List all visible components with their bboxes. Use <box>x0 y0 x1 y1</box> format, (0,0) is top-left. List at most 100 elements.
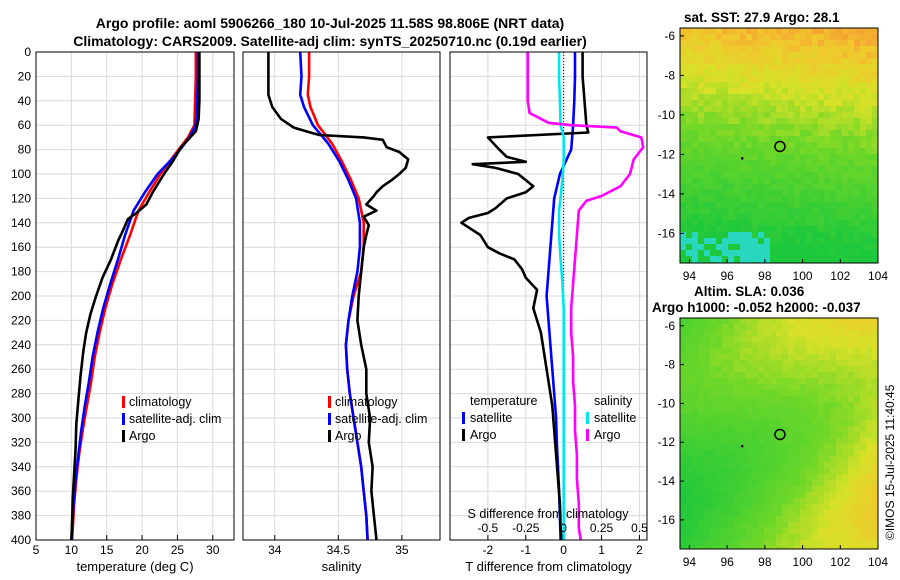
map-cell <box>686 46 692 52</box>
map-cell <box>698 58 704 64</box>
map-cell <box>764 324 770 330</box>
map-cell <box>860 462 866 468</box>
map-cell <box>782 438 788 444</box>
map-cell <box>728 166 734 172</box>
map-cell <box>704 244 710 250</box>
map-cell <box>872 402 878 408</box>
map-cell <box>776 118 782 124</box>
map-cell <box>854 330 860 336</box>
map-cell <box>686 64 692 70</box>
map-cell <box>848 172 854 178</box>
map-cell <box>746 330 752 336</box>
map-cell <box>788 124 794 130</box>
map-cell <box>776 486 782 492</box>
map-cell <box>842 238 848 244</box>
map-cell <box>830 348 836 354</box>
map-cell <box>818 238 824 244</box>
map-cell <box>842 226 848 232</box>
map-cell <box>758 202 764 208</box>
figure-title-line2: Climatology: CARS2009. Satellite-adj cli… <box>73 33 587 49</box>
map-cell <box>686 40 692 46</box>
map-cell <box>686 76 692 82</box>
map-cell <box>710 318 716 324</box>
map-cell <box>848 160 854 166</box>
map-cell <box>746 516 752 522</box>
map-cell <box>734 154 740 160</box>
sla-map-frame <box>679 317 879 550</box>
map-cell <box>752 402 758 408</box>
map-cell <box>704 354 710 360</box>
map-cell <box>830 390 836 396</box>
map-cell <box>758 546 764 549</box>
map-cell <box>860 112 866 118</box>
map-cell <box>728 244 734 250</box>
map-cell <box>698 196 704 202</box>
map-cell <box>800 504 806 510</box>
map-cell <box>842 390 848 396</box>
map-cell <box>758 100 764 106</box>
map-cell <box>698 372 704 378</box>
map-cell <box>704 214 710 220</box>
map-cell <box>818 106 824 112</box>
map-cell <box>728 390 734 396</box>
map-cell <box>770 318 776 324</box>
map-cell <box>704 336 710 342</box>
map-cell <box>680 172 686 178</box>
map-cell <box>806 166 812 172</box>
map-cell <box>734 540 740 546</box>
map-cell <box>692 330 698 336</box>
map-cell <box>800 118 806 124</box>
map-cell <box>692 184 698 190</box>
map-cell <box>830 148 836 154</box>
map-cell <box>776 106 782 112</box>
map-cell <box>860 58 866 64</box>
sst-map-field <box>680 28 878 263</box>
map-cell <box>866 444 872 450</box>
map-cell <box>818 456 824 462</box>
map-cell <box>698 414 704 420</box>
map-cell <box>848 414 854 420</box>
map-cell <box>800 106 806 112</box>
map-cell <box>734 190 740 196</box>
map-cell <box>860 384 866 390</box>
map-cell <box>770 504 776 510</box>
map-cell <box>812 318 818 324</box>
map-cell <box>836 196 842 202</box>
map-cell <box>770 342 776 348</box>
map-cell <box>764 178 770 184</box>
map-cell <box>680 426 686 432</box>
map-cell <box>812 372 818 378</box>
map-cell <box>836 256 842 262</box>
map-cell <box>728 534 734 540</box>
map-cell <box>686 220 692 226</box>
map-cell <box>794 396 800 402</box>
map-cell <box>806 118 812 124</box>
map-cell <box>788 486 794 492</box>
sla-map-ytick-label: -12 <box>658 435 676 449</box>
map-cell <box>692 360 698 366</box>
map-cell <box>812 100 818 106</box>
map-cell <box>698 450 704 456</box>
map-cell <box>746 396 752 402</box>
map-cell <box>806 226 812 232</box>
map-cell <box>686 154 692 160</box>
map-cell <box>680 40 686 46</box>
map-cell <box>746 336 752 342</box>
map-cell <box>734 462 740 468</box>
temperature-panel-xtick-label: 15 <box>100 543 114 557</box>
map-cell <box>716 70 722 76</box>
map-cell <box>752 184 758 190</box>
map-cell <box>824 160 830 166</box>
map-cell <box>842 480 848 486</box>
map-cell <box>734 450 740 456</box>
map-cell <box>692 522 698 528</box>
map-cell <box>686 372 692 378</box>
map-cell <box>776 160 782 166</box>
map-cell <box>692 100 698 106</box>
map-cell <box>836 462 842 468</box>
map-cell <box>788 28 794 34</box>
map-cell <box>788 546 794 549</box>
map-cell <box>818 124 824 130</box>
map-cell <box>686 486 692 492</box>
map-cell <box>776 492 782 498</box>
